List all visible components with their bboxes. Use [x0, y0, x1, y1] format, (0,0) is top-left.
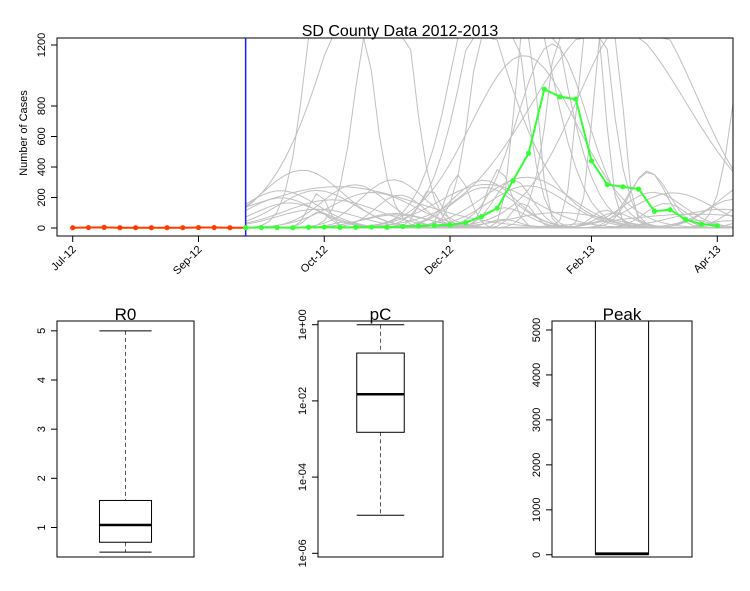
observed-point [70, 225, 75, 230]
y-tick-label: 3 [36, 426, 48, 432]
simulation-line [246, 38, 733, 228]
observed-point [180, 225, 185, 230]
future-point [715, 223, 720, 228]
future-point [274, 225, 279, 230]
y-tick-label: 5000 [531, 318, 543, 342]
future-point [306, 225, 311, 230]
future-point [416, 223, 421, 228]
future-point [668, 207, 673, 212]
simulation-line [246, 38, 733, 228]
observed-point [117, 225, 122, 230]
y-tick-label: 2000 [531, 453, 543, 477]
future-point [526, 151, 531, 156]
box-iqr [357, 353, 405, 432]
future-point [652, 209, 657, 214]
observed-point [212, 225, 217, 230]
simulation-line [246, 38, 733, 228]
y-tick-label: 1e-04 [297, 463, 309, 491]
observed-point [227, 225, 232, 230]
y-tick-label: 400 [36, 158, 48, 176]
y-tick-label: 1e-06 [297, 539, 309, 567]
future-point [495, 206, 500, 211]
y-tick-label: 0 [531, 552, 543, 558]
future-point [447, 222, 452, 227]
chart-title: SD County Data 2012-2013 [302, 23, 499, 40]
x-tick-label: Sep-12 [171, 244, 205, 278]
observed-point [102, 225, 107, 230]
future-point [290, 225, 295, 230]
future-point [385, 225, 390, 230]
observed-point [133, 225, 138, 230]
future-point [699, 222, 704, 227]
future-point [620, 184, 625, 189]
y-tick-label: 4000 [531, 363, 543, 387]
x-tick-label: Feb-13 [564, 244, 597, 277]
y-tick-label: 800 [36, 97, 48, 115]
future-point [542, 87, 547, 92]
y-tick-label: 1e+00 [297, 309, 309, 340]
y-tick-label: 1e-02 [297, 387, 309, 415]
y-tick-label: 200 [36, 188, 48, 206]
simulation-line [246, 38, 733, 228]
future-point [510, 178, 515, 183]
x-tick-label: Jul-12 [49, 244, 79, 274]
simulation-line [246, 38, 733, 228]
y-tick-label: 5 [36, 328, 48, 334]
y-tick-label: 3000 [531, 408, 543, 432]
boxplot-r0: R0 1 2 3 4 5 [36, 305, 194, 557]
y-axis-label: Number of Cases [18, 90, 30, 176]
future-point [683, 217, 688, 222]
simulation-line [246, 38, 733, 228]
future-point [369, 224, 374, 229]
y-tick-label: 1 [36, 524, 48, 530]
future-point [463, 220, 468, 225]
simulation-line [246, 38, 733, 228]
simulation-line [246, 38, 733, 228]
boxplot-title: R0 [115, 305, 137, 324]
future-point [605, 182, 610, 187]
simulation-line [246, 38, 733, 228]
x-tick-label: Apr-13 [692, 244, 724, 276]
time-series-axes: 0 200 400 600 800 1200 Jul-12 Sep-12 Oct-12 Dec-1… [36, 33, 733, 277]
boxplot-title: pC [370, 305, 392, 324]
observed-point [164, 225, 169, 230]
observed-point [149, 225, 154, 230]
time-series-panel: SD County Data 2012-2013 Number of Cases… [18, 23, 733, 277]
future-point [243, 225, 248, 230]
observed-point [86, 225, 91, 230]
y-tick-label: 1200 [36, 33, 48, 57]
y-tick-label: 600 [36, 127, 48, 145]
simulation-lines [246, 38, 733, 228]
future-point [636, 187, 641, 192]
future-point [322, 224, 327, 229]
observed-point [196, 225, 201, 230]
future-point [400, 224, 405, 229]
y-tick-label: 0 [36, 225, 48, 231]
simulation-line [246, 38, 733, 228]
future-point [353, 225, 358, 230]
box-iqr [99, 500, 151, 542]
future-point [589, 158, 594, 163]
x-tick-label: Dec-12 [423, 244, 457, 278]
box-iqr [595, 321, 648, 554]
simulation-line [246, 38, 733, 228]
x-tick-label: Oct-12 [299, 244, 331, 276]
y-tick-label: 2 [36, 475, 48, 481]
simulation-line [246, 38, 733, 228]
y-tick-label: 4 [36, 377, 48, 383]
future-point [573, 97, 578, 102]
boxplot-pc: pC 1e-06 1e-04 1e-02 1e+00 [297, 305, 443, 567]
future-point [557, 94, 562, 99]
future-point [337, 225, 342, 230]
future-point [479, 214, 484, 219]
future-point [259, 225, 264, 230]
y-tick-label: 1000 [531, 498, 543, 522]
future-point [432, 223, 437, 228]
